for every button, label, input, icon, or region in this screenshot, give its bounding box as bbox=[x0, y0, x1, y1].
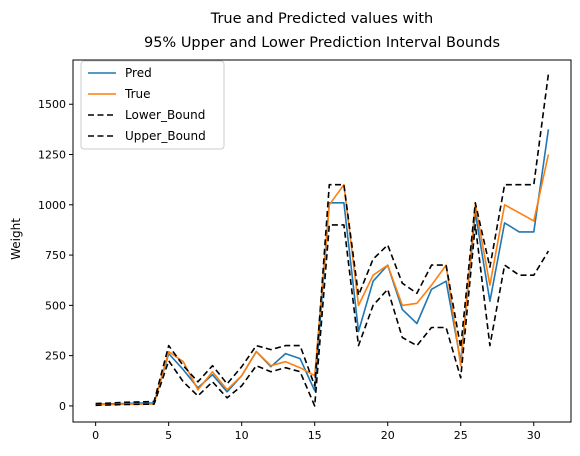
x-axis: 0 5 10 15 20 25 30 bbox=[92, 422, 541, 442]
series-line-lower-bound bbox=[95, 224, 550, 407]
x-tick-label: 25 bbox=[454, 429, 468, 442]
x-tick-label: 30 bbox=[527, 429, 541, 442]
x-tick-label: 15 bbox=[308, 429, 322, 442]
y-tick-label: 750 bbox=[45, 249, 66, 262]
y-tick-label: 1500 bbox=[38, 98, 66, 111]
legend: Pred True Lower_Bound Upper_Bound bbox=[80, 60, 225, 150]
chart-title-line1: True and Predicted values with bbox=[210, 11, 434, 27]
legend-label: Pred bbox=[125, 66, 152, 80]
y-tick-label: 500 bbox=[45, 299, 66, 312]
plot-area-frame bbox=[72, 59, 572, 423]
y-tick-label: 0 bbox=[59, 400, 66, 413]
y-tick-label: 1250 bbox=[38, 149, 66, 162]
x-tick-label: 0 bbox=[92, 429, 99, 442]
legend-label: Upper_Bound bbox=[125, 129, 206, 143]
x-tick-label: 5 bbox=[165, 429, 172, 442]
x-tick-label: 20 bbox=[381, 429, 395, 442]
legend-box bbox=[80, 60, 225, 150]
y-tick-label: 1000 bbox=[38, 199, 66, 212]
y-tick-label: 250 bbox=[45, 350, 66, 363]
series-layer bbox=[95, 73, 550, 407]
y-axis-label: Weight bbox=[9, 218, 23, 260]
chart-title-line2: 95% Upper and Lower Prediction Interval … bbox=[144, 35, 500, 51]
legend-label: Lower_Bound bbox=[125, 108, 205, 122]
legend-label: True bbox=[124, 87, 151, 101]
series-line-upper-bound bbox=[95, 73, 550, 405]
y-axis: 0 250 500 750 1000 1250 1500 bbox=[38, 98, 73, 413]
x-tick-label: 10 bbox=[235, 429, 249, 442]
